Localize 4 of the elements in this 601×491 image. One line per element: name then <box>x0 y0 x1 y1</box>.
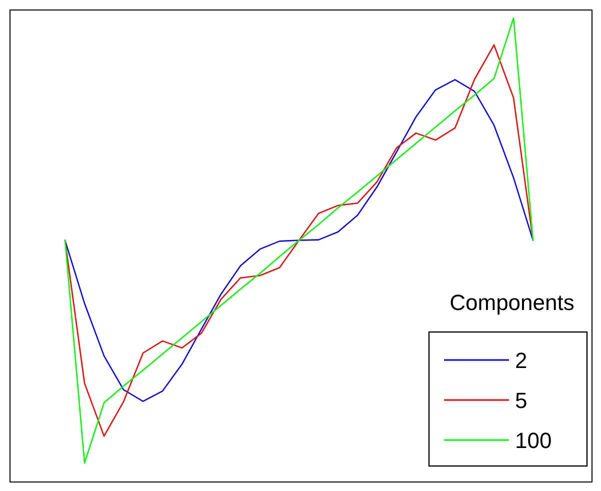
legend-label: 5 <box>515 388 528 413</box>
legend-label: 100 <box>515 428 552 453</box>
legend-label: 2 <box>515 348 528 373</box>
legend-title: Components <box>450 290 574 315</box>
